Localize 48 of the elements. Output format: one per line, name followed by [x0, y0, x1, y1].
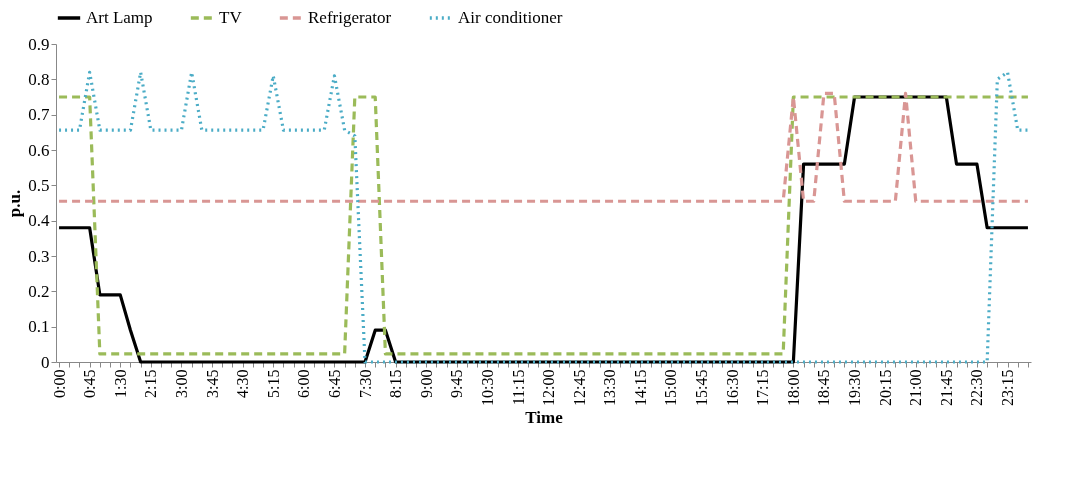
- y-tick-label: 0.9: [28, 34, 50, 54]
- x-tick-label: 21:00: [907, 369, 925, 406]
- y-tick-label: 0.5: [28, 175, 50, 195]
- legend-label: Art Lamp: [86, 8, 153, 27]
- legend-label: Refrigerator: [308, 8, 392, 27]
- x-tick-label: 15:00: [662, 369, 680, 406]
- x-tick-label: 7:30: [356, 369, 374, 398]
- x-tick-label: 3:00: [172, 369, 190, 398]
- y-tick-label: 0.6: [28, 140, 50, 160]
- x-tick-label: 18:00: [784, 369, 802, 406]
- x-tick-label: 22:30: [968, 369, 986, 406]
- x-tick-label: 0:00: [50, 369, 68, 398]
- x-tick-label: 14:15: [631, 369, 649, 406]
- x-tick-label: 5:15: [264, 369, 282, 398]
- y-tick-label: 0: [41, 352, 50, 372]
- x-tick-label: 3:45: [203, 369, 221, 398]
- x-tick-label: 23:15: [999, 369, 1017, 406]
- x-tick-label: 2:15: [142, 369, 160, 398]
- x-tick-label: 16:30: [723, 369, 741, 406]
- x-tick-label: 11:15: [509, 369, 527, 406]
- x-axis-title: Time: [525, 407, 564, 427]
- x-tick-label: 0:45: [81, 369, 99, 398]
- x-tick-label: 9:45: [448, 369, 466, 398]
- y-tick-label: 0.8: [28, 69, 50, 89]
- x-tick-label: 1:30: [111, 369, 129, 398]
- x-tick-label: 21:45: [937, 369, 955, 406]
- y-tick-label: 0.3: [28, 246, 50, 266]
- x-tick-label: 10:30: [478, 369, 496, 406]
- x-tick-label: 8:15: [387, 369, 405, 398]
- legend-label: TV: [219, 8, 243, 27]
- x-tick-label: 12:45: [570, 369, 588, 406]
- x-tick-label: 13:30: [601, 369, 619, 406]
- y-tick-label: 0.2: [28, 281, 50, 301]
- y-tick-label: 0.7: [28, 105, 50, 125]
- x-tick-label: 4:30: [234, 369, 252, 398]
- y-tick-label: 0.4: [28, 211, 50, 231]
- x-tick-label: 18:45: [815, 369, 833, 406]
- x-tick-label: 9:00: [417, 369, 435, 398]
- x-tick-label: 17:15: [754, 369, 772, 406]
- legend-label: Air conditioner: [458, 8, 563, 27]
- y-tick-label: 0.1: [28, 317, 50, 337]
- x-tick-label: 19:30: [846, 369, 864, 406]
- x-tick-label: 20:15: [876, 369, 894, 406]
- y-axis-title: p.u.: [5, 189, 25, 218]
- x-tick-label: 6:45: [325, 369, 343, 398]
- x-tick-label: 15:45: [693, 369, 711, 406]
- x-tick-label: 12:00: [540, 369, 558, 406]
- x-tick-label: 6:00: [295, 369, 313, 398]
